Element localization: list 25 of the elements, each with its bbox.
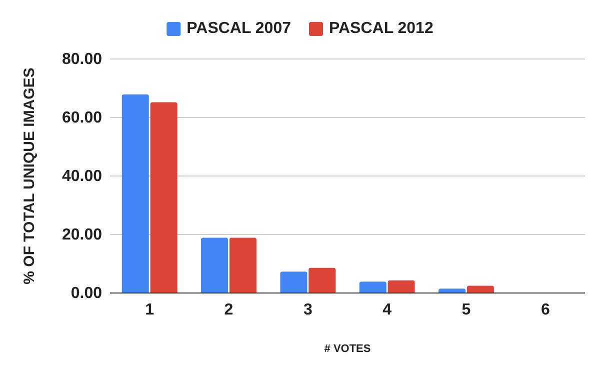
y-tick-label: 20.00 (62, 226, 102, 244)
y-axis-title: % OF TOTAL UNIQUE IMAGES (21, 68, 38, 284)
bar (388, 280, 415, 293)
bar (438, 288, 466, 293)
x-tick-label: 2 (224, 301, 234, 318)
x-tick-label: 1 (145, 301, 154, 318)
x-tick-label: 3 (303, 301, 312, 318)
bar (359, 282, 386, 293)
x-axis-title: # VOTES (324, 343, 371, 355)
y-tick-label: 80.00 (62, 51, 102, 68)
bar (466, 286, 494, 293)
x-tick-label: 4 (382, 301, 392, 318)
y-tick-label: 60.00 (62, 110, 102, 127)
legend-label: PASCAL 2007 (186, 20, 292, 37)
bar (280, 272, 308, 293)
y-tick-label: 0.00 (70, 285, 102, 302)
x-tick-label: 6 (540, 301, 550, 318)
y-tick-label: 40.00 (62, 168, 102, 186)
bar (201, 238, 228, 293)
bar (122, 94, 149, 293)
legend-label: PASCAL 2012 (329, 20, 434, 37)
bar (150, 102, 178, 293)
x-tick-label: 5 (462, 301, 471, 318)
bar (308, 268, 336, 293)
bar (229, 238, 256, 293)
